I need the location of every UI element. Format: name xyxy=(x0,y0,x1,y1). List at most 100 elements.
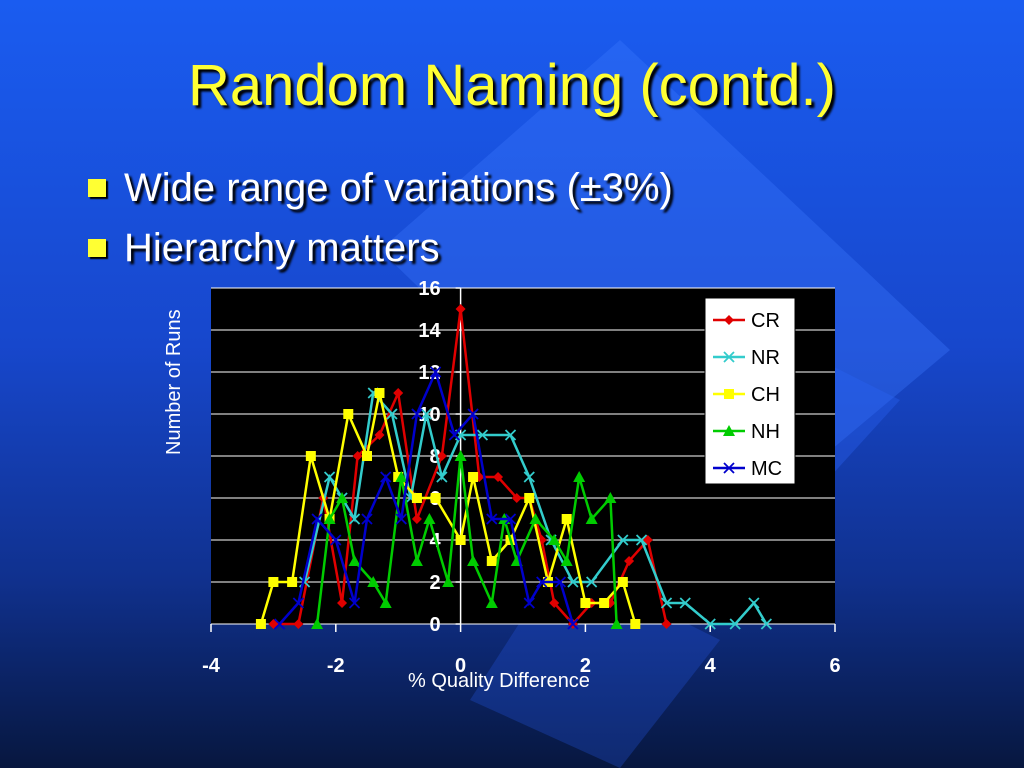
bullet-item: Hierarchy matters xyxy=(88,218,673,278)
x-tick-label: 6 xyxy=(829,655,840,677)
data-point xyxy=(448,429,460,441)
data-point xyxy=(323,513,336,524)
data-point xyxy=(661,619,672,629)
data-point xyxy=(411,408,423,420)
data-point xyxy=(430,366,442,378)
y-tick-label: 0 xyxy=(429,614,440,636)
data-point xyxy=(467,408,479,420)
data-point xyxy=(724,389,734,399)
x-tick-label: 0 xyxy=(455,655,466,677)
data-point xyxy=(305,451,316,461)
data-point xyxy=(723,351,735,363)
x-tick-label: -4 xyxy=(202,655,221,677)
data-point xyxy=(380,471,392,483)
bullet-item: Wide range of variations (±3%) xyxy=(88,158,673,218)
data-point xyxy=(723,462,735,474)
data-point xyxy=(311,513,323,525)
data-point xyxy=(748,597,760,609)
series-line-nh xyxy=(315,455,618,625)
bullet-square-icon xyxy=(88,239,106,257)
x-tick-label: 2 xyxy=(580,655,591,677)
x-axis-label: % Quality Difference xyxy=(408,670,590,692)
y-tick-label: 2 xyxy=(429,572,440,594)
data-point xyxy=(292,597,304,609)
data-point xyxy=(548,534,561,545)
data-point xyxy=(585,513,598,524)
data-point xyxy=(411,493,422,503)
data-point xyxy=(586,576,598,588)
slide-title: Random Naming (contd.) xyxy=(188,53,836,118)
y-tick-label: 8 xyxy=(429,446,440,468)
data-point xyxy=(573,471,586,482)
data-point xyxy=(330,534,342,546)
data-point xyxy=(323,471,336,483)
data-point xyxy=(293,619,304,629)
data-point xyxy=(560,555,573,566)
data-point xyxy=(361,513,373,525)
data-point xyxy=(336,492,349,503)
legend-label: CH xyxy=(751,384,780,406)
bullet-square-icon xyxy=(88,179,106,197)
data-point xyxy=(523,471,535,483)
data-point xyxy=(486,513,498,525)
legend-label: NH xyxy=(751,421,780,443)
data-point xyxy=(455,304,466,314)
y-tick-label: 16 xyxy=(418,278,440,300)
data-point xyxy=(679,597,691,609)
data-point xyxy=(442,576,455,587)
data-point xyxy=(268,577,279,587)
data-point xyxy=(410,555,423,566)
data-point xyxy=(430,493,441,503)
data-point xyxy=(343,409,354,419)
data-point xyxy=(610,618,623,629)
data-point xyxy=(362,451,372,461)
y-tick-label: 14 xyxy=(418,320,441,342)
data-point xyxy=(567,576,579,588)
data-point xyxy=(386,408,398,420)
data-point xyxy=(760,618,772,630)
data-point xyxy=(467,555,480,566)
data-point xyxy=(599,598,610,608)
data-point xyxy=(395,471,408,482)
data-point xyxy=(536,576,548,588)
legend-label: MC xyxy=(751,458,782,480)
data-point xyxy=(393,388,404,398)
bullet-text: Wide range of variations (±3%) xyxy=(124,165,673,210)
legend-box xyxy=(704,297,796,485)
data-point xyxy=(395,513,407,525)
data-point xyxy=(504,513,517,525)
data-point xyxy=(504,429,517,441)
data-point xyxy=(411,514,422,524)
data-point xyxy=(423,513,436,524)
data-point xyxy=(287,577,298,587)
data-point xyxy=(723,425,735,436)
data-point xyxy=(337,598,348,608)
data-point xyxy=(348,555,361,566)
data-point xyxy=(367,576,380,587)
data-point xyxy=(374,430,385,440)
data-point xyxy=(436,471,448,483)
y-tick-label: 12 xyxy=(418,362,440,384)
data-point xyxy=(485,597,498,608)
data-point xyxy=(554,576,567,588)
x-tick-label: -2 xyxy=(327,655,345,677)
data-point xyxy=(420,408,432,420)
data-point xyxy=(348,513,361,525)
data-point xyxy=(567,618,579,630)
x-tick-label: 4 xyxy=(705,655,717,677)
data-point xyxy=(630,619,641,629)
data-point xyxy=(724,315,734,325)
data-point xyxy=(493,472,504,482)
data-point xyxy=(529,513,542,524)
data-point xyxy=(486,556,497,566)
data-point xyxy=(524,493,535,503)
data-point xyxy=(561,514,572,524)
bullet-text: Hierarchy matters xyxy=(124,225,440,270)
data-point xyxy=(454,450,467,461)
data-point xyxy=(476,429,489,441)
data-point xyxy=(348,597,361,609)
series-line-ch xyxy=(259,392,637,625)
data-point xyxy=(660,597,673,609)
data-point xyxy=(729,618,741,630)
